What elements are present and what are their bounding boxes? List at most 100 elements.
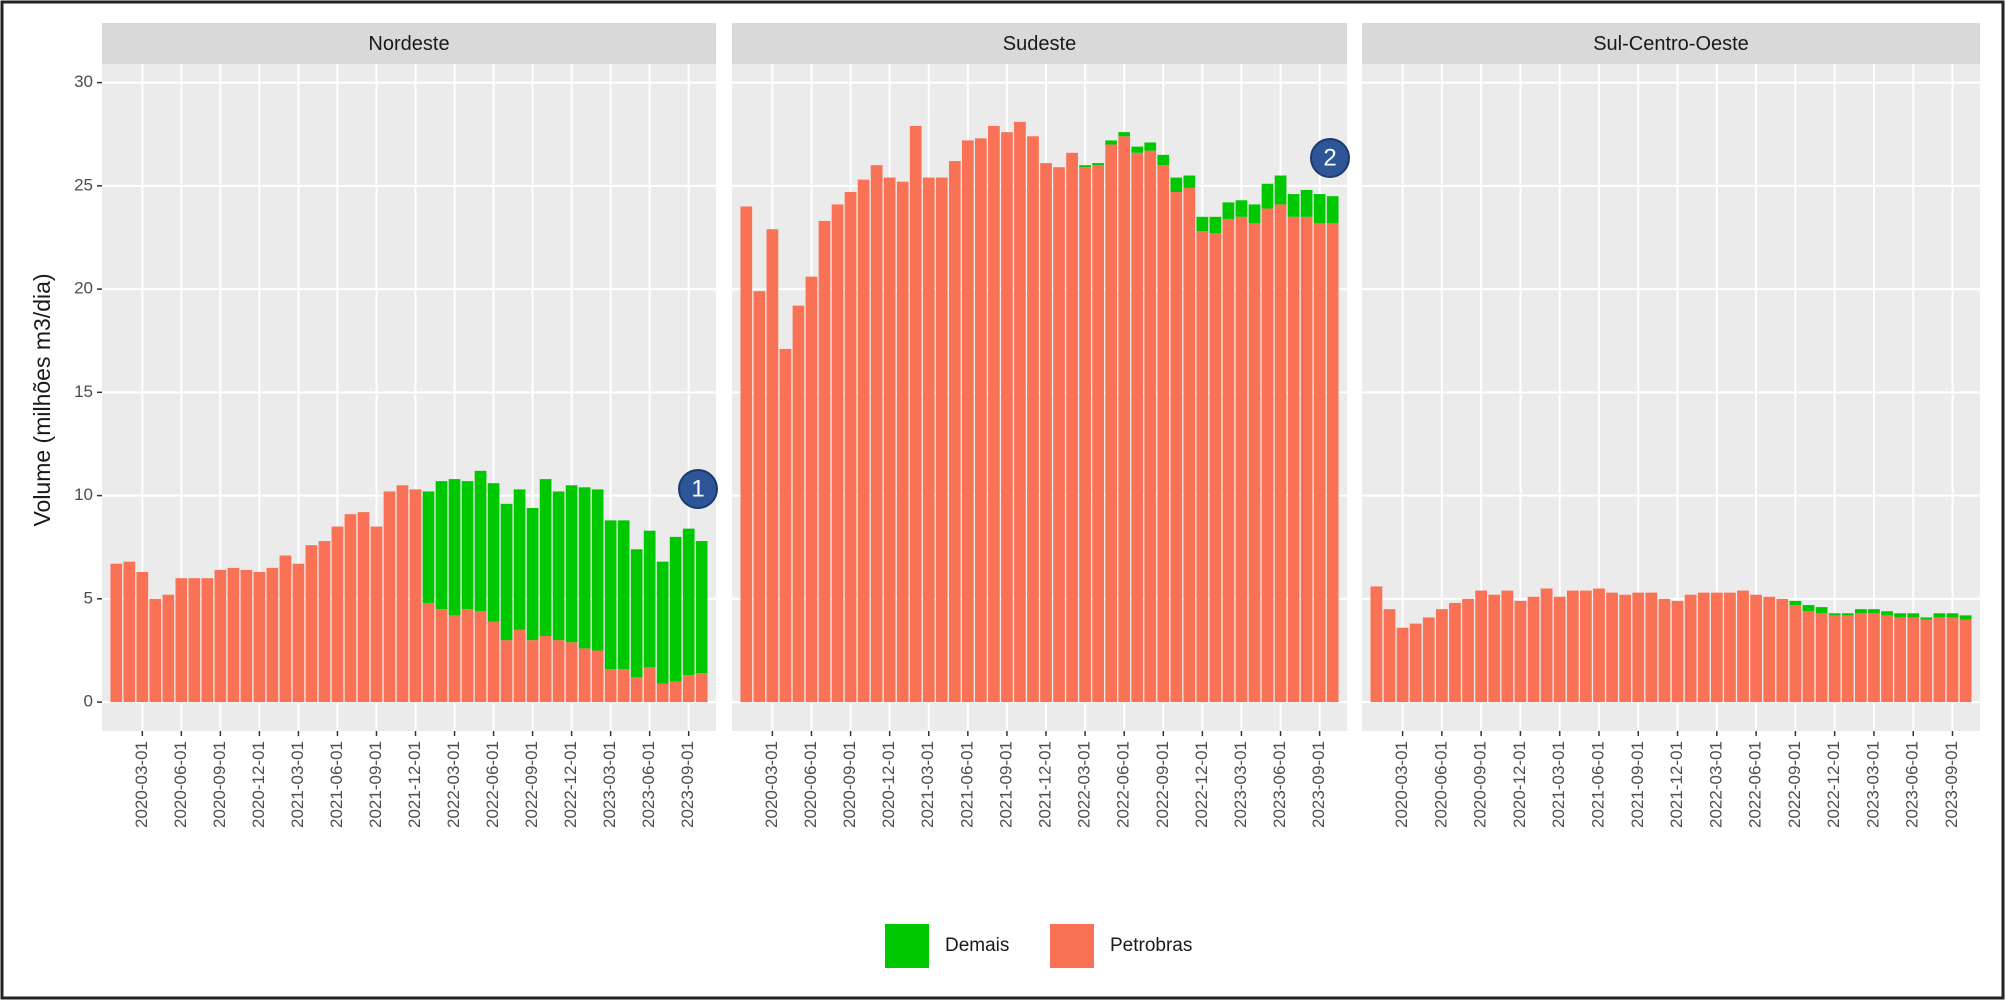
bar — [1697, 592, 1710, 703]
bar — [1540, 588, 1553, 703]
bar — [1118, 136, 1131, 703]
bar — [1527, 596, 1540, 703]
bar — [1209, 233, 1222, 703]
bar — [1710, 592, 1723, 703]
bar — [565, 485, 578, 643]
x-tick-label: 2023-03-01 — [600, 741, 619, 828]
bar — [1619, 594, 1632, 703]
x-tick-label: 2021-03-01 — [1549, 741, 1568, 828]
bar — [149, 598, 162, 703]
bar — [1014, 121, 1026, 703]
annotation-marker — [678, 469, 718, 509]
legend-label: Demais — [945, 935, 1009, 956]
bar — [922, 177, 935, 703]
bar — [1933, 613, 1946, 618]
bar — [630, 549, 643, 678]
x-tick-label: 2022-03-01 — [444, 741, 463, 828]
bar — [1118, 132, 1131, 137]
bar — [1606, 592, 1618, 703]
bar — [1881, 615, 1893, 703]
bar — [1475, 590, 1488, 703]
y-tick-label: 10 — [74, 485, 93, 504]
bar — [1326, 196, 1339, 224]
bar — [1488, 594, 1501, 703]
bar — [578, 487, 591, 649]
x-tick-label: 2022-09-01 — [1785, 741, 1804, 828]
bar — [1287, 194, 1300, 217]
facet-title: Nordeste — [368, 33, 449, 55]
x-tick-label: 2023-03-01 — [1863, 741, 1882, 828]
bar — [448, 479, 461, 616]
x-tick-label: 2020-09-01 — [1471, 741, 1490, 828]
facet-title: Sudeste — [1003, 33, 1076, 55]
annotation: 2 — [1323, 144, 1336, 171]
bar — [1671, 600, 1684, 703]
bar — [344, 514, 357, 703]
bar — [1422, 617, 1435, 703]
bar — [487, 483, 500, 622]
bar — [1053, 167, 1065, 703]
bar — [1261, 183, 1274, 209]
bar — [1802, 605, 1815, 612]
x-tick-label: 2022-03-01 — [1706, 741, 1725, 828]
bar — [1105, 140, 1118, 145]
bar — [591, 650, 604, 703]
bar — [1789, 605, 1802, 703]
bar — [682, 528, 695, 676]
x-tick-label: 2022-12-01 — [1824, 741, 1843, 828]
bar — [1313, 194, 1326, 224]
bar — [1737, 590, 1749, 703]
bar — [1300, 189, 1313, 217]
bar — [1209, 216, 1222, 234]
bar — [1449, 602, 1461, 703]
bar — [1396, 627, 1409, 703]
bar — [422, 602, 435, 703]
bar — [1222, 202, 1235, 219]
x-tick-label: 2021-09-01 — [366, 741, 385, 828]
bar — [1881, 611, 1893, 616]
y-tick-label: 30 — [74, 72, 93, 91]
bar — [435, 481, 448, 610]
bar — [656, 561, 669, 684]
bar — [1196, 216, 1209, 232]
bar — [526, 640, 539, 703]
bar — [1724, 592, 1736, 703]
bar — [500, 503, 513, 641]
bar — [136, 571, 149, 703]
bar — [539, 636, 552, 703]
bar — [1027, 136, 1039, 703]
bar — [539, 479, 552, 637]
x-tick-label: 2023-09-01 — [1942, 741, 1961, 828]
bar — [1248, 223, 1261, 703]
bar — [1040, 163, 1052, 703]
bar — [1815, 607, 1828, 614]
bar — [318, 541, 331, 703]
bar — [975, 138, 987, 703]
x-tick-label: 2021-12-01 — [1667, 741, 1686, 828]
bar — [1222, 218, 1235, 703]
bar — [1157, 154, 1170, 166]
bar — [474, 470, 487, 612]
x-tick-label: 2020-06-01 — [1431, 741, 1450, 828]
bar — [604, 520, 617, 670]
bar — [1131, 146, 1144, 153]
bar — [435, 609, 448, 703]
bar — [513, 489, 526, 630]
bar — [1131, 152, 1144, 703]
bar — [461, 481, 474, 610]
x-tick-label: 2020-06-01 — [171, 741, 190, 828]
x-tick-label: 2020-12-01 — [249, 741, 268, 828]
bar — [1580, 590, 1592, 703]
x-tick-label: 2020-06-01 — [801, 741, 820, 828]
x-tick-label: 2021-09-01 — [1628, 741, 1647, 828]
x-tick-label: 2023-06-01 — [1903, 741, 1922, 828]
y-axis-label: Volume (milhões m3/dia) — [29, 273, 55, 526]
x-tick-label: 2022-09-01 — [1153, 741, 1172, 828]
bar — [604, 669, 617, 703]
bar — [1789, 600, 1802, 606]
y-tick-label: 20 — [74, 279, 93, 298]
x-tick-label: 2021-09-01 — [996, 741, 1015, 828]
bar — [1658, 598, 1671, 703]
x-tick-label: 2023-03-01 — [1231, 741, 1250, 828]
